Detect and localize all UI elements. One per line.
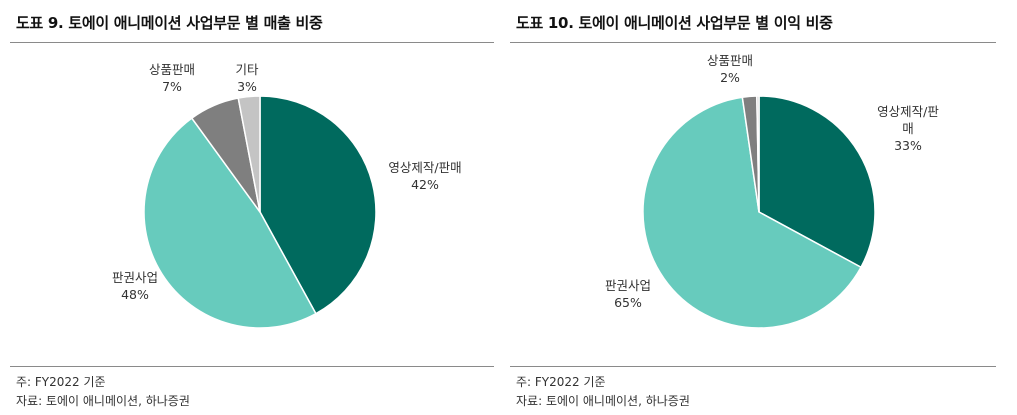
title-divider xyxy=(510,42,996,43)
slice-label-licensing: 판권사업 65% xyxy=(605,278,651,310)
footnote-basis: 주: FY2022 기준 xyxy=(516,375,606,389)
figure-title: 도표 9. 토에이 애니메이션 사업부문 별 매출 비중 xyxy=(16,14,323,32)
footer-divider xyxy=(10,366,494,367)
footer-divider xyxy=(510,366,996,367)
pie-slice-video-production xyxy=(758,95,876,269)
pie-slice-licensing xyxy=(143,117,317,329)
footnote-basis: 주: FY2022 기준 xyxy=(16,375,106,389)
slice-label-video-production: 영상제작/판매 42% xyxy=(388,160,461,192)
pie-chart-sales: 영상제작/판매 42% 판권사업 48% 상품판매 7% 기타 3% xyxy=(112,62,462,329)
footnote-source: 자료: 토에이 애니메이션, 하나증권 xyxy=(16,394,190,408)
chart-panel-profit: 도표 10. 토에이 애니메이션 사업부문 별 이익 비중 영상제작/판 매 33%… xyxy=(510,0,996,415)
pie-slice-licensing xyxy=(642,96,863,329)
pie-slice-other xyxy=(237,95,261,213)
pie-slice-other xyxy=(756,95,760,213)
slice-label-merchandise: 상품판매 2% xyxy=(707,53,753,85)
slice-label-other: 기타 3% xyxy=(235,62,259,94)
pie-slice-video-production xyxy=(259,95,377,315)
pie-chart-profit: 영상제작/판 매 33% 판권사업 65% 상품판매 2% xyxy=(605,53,939,329)
slice-label-merchandise: 상품판매 7% xyxy=(149,62,195,94)
figure-title: 도표 10. 토에이 애니메이션 사업부문 별 이익 비중 xyxy=(516,14,833,32)
chart-panel-sales: 도표 9. 토에이 애니메이션 사업부문 별 매출 비중 영상제작/판매 42% 판… xyxy=(10,0,494,415)
footnote-source: 자료: 토에이 애니메이션, 하나증권 xyxy=(516,394,690,408)
slice-label-licensing: 판권사업 48% xyxy=(112,270,158,302)
title-divider xyxy=(10,42,494,43)
slice-label-video-production: 영상제작/판 매 33% xyxy=(877,104,939,153)
